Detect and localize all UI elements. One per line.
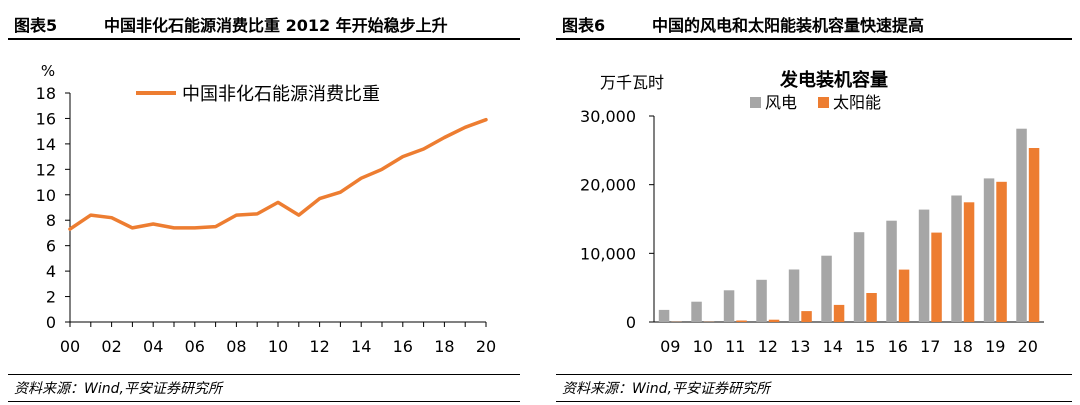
x-tick-label: 08 — [226, 337, 246, 356]
x-tick-label: 00 — [60, 337, 80, 356]
solar-bar — [963, 202, 975, 322]
legend-label-wind: 风电 — [765, 93, 797, 112]
figure-title: 中国非化石能源消费比重 2012 年开始稳步上升 — [104, 16, 448, 35]
wind-bar — [691, 301, 702, 322]
x-tick-label: 20 — [1018, 337, 1038, 356]
x-tick-label: 16 — [888, 337, 908, 356]
y-tick-label: 6 — [46, 237, 56, 256]
legend-label: 中国非化石能源消费比重 — [182, 84, 380, 105]
legend-label-solar: 太阳能 — [833, 93, 881, 112]
legend-swatch-solar — [818, 97, 829, 108]
y-tick-label: 12 — [36, 160, 56, 179]
y-tick-label: 16 — [36, 109, 56, 128]
wind-bar — [788, 269, 800, 322]
x-tick-label: 02 — [101, 337, 121, 356]
solar-bar — [866, 293, 877, 322]
x-tick-label: 12 — [309, 337, 329, 356]
x-tick-label: 16 — [393, 337, 413, 356]
wind-bar — [1016, 128, 1027, 322]
wind-bar — [951, 195, 962, 322]
x-tick-label: 18 — [434, 337, 454, 356]
wind-bar — [658, 309, 670, 322]
x-tick-label: 10 — [268, 337, 288, 356]
x-tick-label: 20 — [476, 337, 496, 356]
y-tick-label: 0 — [46, 313, 56, 332]
y-tick-label: 18 — [36, 84, 56, 103]
y-tick-label: 20,000 — [580, 176, 636, 195]
wind-bar — [886, 220, 897, 322]
series-line — [68, 117, 488, 231]
x-tick-label: 17 — [920, 337, 940, 356]
x-tick-label: 15 — [855, 337, 875, 356]
bar-chart: 0 10,000 20,000 30,000 万千瓦时 发电装机容量 09 10 11 12 13 1… — [580, 69, 1044, 356]
x-tick-label: 10 — [693, 337, 713, 356]
y-unit-label: 万千瓦时 — [600, 73, 664, 92]
y-tick-label: 10 — [36, 186, 56, 205]
y-tick-label: 14 — [36, 135, 56, 154]
figure-number: 图表5 — [14, 16, 58, 35]
solar-bar — [996, 181, 1007, 322]
figure-number: 图表6 — [562, 16, 606, 35]
solar-bar — [1028, 148, 1040, 322]
x-tick-label: 06 — [185, 337, 205, 356]
x-tick-label: 13 — [790, 337, 810, 356]
wind-bar — [756, 279, 767, 322]
x-tick-label: 14 — [823, 337, 843, 356]
wind-bar — [723, 290, 735, 322]
x-tick-label: 04 — [143, 337, 163, 356]
bar-chart-panel: 图表6 中国的风电和太阳能装机容量快速提高 0 10,000 20,000 30,00… — [556, 0, 1072, 405]
wind-bar — [821, 255, 832, 322]
x-tick-label: 14 — [351, 337, 371, 356]
x-tick-label: 12 — [758, 337, 778, 356]
x-tick-label: 18 — [953, 337, 973, 356]
solar-bar — [801, 311, 812, 322]
chart-footer: 资料来源：Wind,平安证券研究所 — [556, 374, 1072, 402]
x-tick-label: 09 — [660, 337, 680, 356]
y-tick-label: 2 — [46, 288, 56, 307]
solar-bar — [736, 320, 747, 322]
solar-bar — [931, 232, 942, 322]
y-unit-label: % — [41, 62, 55, 80]
y-tick-label: 4 — [46, 262, 56, 281]
solar-bar — [833, 304, 845, 322]
solar-bar — [768, 319, 780, 322]
wind-bar — [853, 232, 865, 322]
x-tick-label: 19 — [985, 337, 1005, 356]
chart-header: 图表5 中国非化石能源消费比重 2012 年开始稳步上升 — [8, 6, 520, 40]
chart-footer: 资料来源：Wind,平安证券研究所 — [8, 374, 520, 402]
figure-title: 中国的风电和太阳能装机容量快速提高 — [652, 16, 925, 35]
solar-bar — [898, 269, 910, 322]
wind-bar — [983, 178, 995, 322]
y-tick-label: 30,000 — [580, 107, 636, 126]
chart-header: 图表6 中国的风电和太阳能装机容量快速提高 — [556, 6, 1072, 40]
x-tick-label: 11 — [725, 337, 745, 356]
wind-bar — [918, 209, 930, 322]
line-chart-panel: 图表5 中国非化石能源消费比重 2012 年开始稳步上升 0 2 4 6 8 10 12 14… — [8, 0, 520, 405]
legend-swatch-wind — [750, 97, 761, 108]
y-tick-label: 8 — [46, 211, 56, 230]
chart-title: 发电装机容量 — [779, 69, 888, 91]
source-note: 资料来源：Wind,平安证券研究所 — [14, 381, 222, 397]
source-note: 资料来源：Wind,平安证券研究所 — [562, 381, 770, 397]
y-tick-label: 10,000 — [580, 244, 636, 263]
y-tick-label: 0 — [626, 313, 636, 332]
